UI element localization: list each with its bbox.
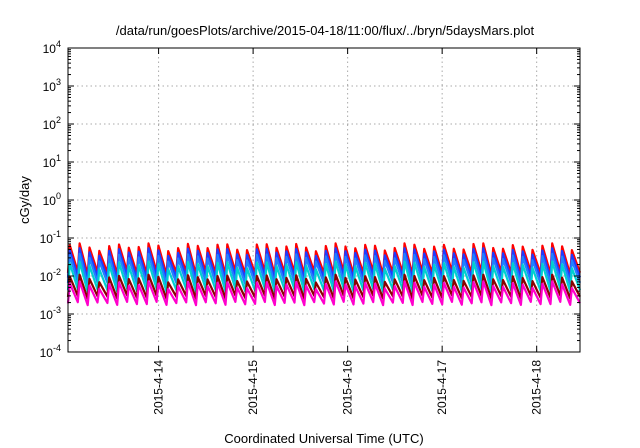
x-tick-label: 2015-4-16: [341, 360, 355, 415]
x-axis-label: Coordinated Universal Time (UTC): [224, 431, 423, 446]
y-axis: 104 103 102 101 100 10-1 10-2 10-3 10-4: [40, 39, 580, 360]
y-tick-label: 10-1: [40, 229, 61, 246]
y-tick-label: 10-4: [40, 343, 61, 360]
y-tick-label: 102: [43, 115, 61, 132]
y-tick-label: 10-3: [40, 305, 61, 322]
y-tick-label: 103: [43, 77, 61, 94]
series-group: [66, 242, 582, 307]
y-tick-label: 10-2: [40, 267, 61, 284]
y-tick-label: 104: [43, 39, 61, 56]
y-tick-label: 101: [43, 153, 61, 170]
y-axis-label: cGy/day: [17, 176, 32, 224]
x-tick-label: 2015-4-18: [530, 360, 544, 415]
grid-lines: [68, 48, 580, 352]
x-axis: 2015-4-14 2015-4-15 2015-4-16 2015-4-17 2015…: [152, 48, 544, 415]
x-tick-label: 2015-4-17: [435, 360, 449, 415]
series-line: [66, 280, 581, 307]
y-tick-label: 100: [43, 191, 61, 208]
x-tick-label: 2015-4-14: [152, 360, 166, 415]
chart-title: /data/run/goesPlots/archive/2015-04-18/1…: [116, 23, 535, 38]
x-tick-label: 2015-4-15: [246, 360, 260, 415]
